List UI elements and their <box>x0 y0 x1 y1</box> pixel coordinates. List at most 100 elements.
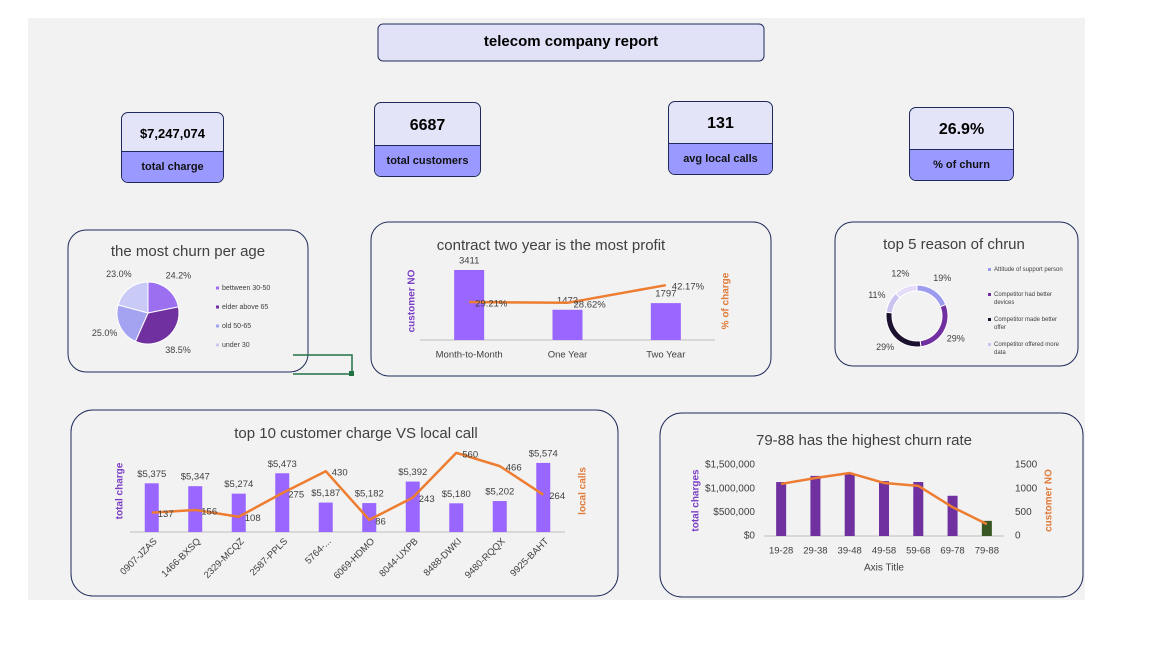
data-label: 264 <box>549 491 565 502</box>
data-label: 19% <box>933 273 951 283</box>
y2-axis-title: % of charge <box>721 272 732 329</box>
kpi-label: total charge <box>122 151 223 182</box>
bar <box>231 493 246 532</box>
data-label: 430 <box>332 468 348 479</box>
legend-swatch <box>216 324 219 328</box>
selection-handle <box>349 371 354 376</box>
y-tick-label: $1,500,000 <box>705 460 755 471</box>
legend-label: Competitor had better devices <box>994 292 1053 306</box>
legend-swatch <box>216 286 219 290</box>
data-label: 1473 <box>557 295 578 306</box>
chart-title: contract two year is the most profit <box>437 237 666 254</box>
legend-swatch <box>988 343 991 346</box>
data-label: 156 <box>201 506 217 517</box>
report-title: telecom company report <box>484 33 658 50</box>
data-label: 3411 <box>459 256 479 267</box>
data-label: 29% <box>876 342 894 352</box>
legend-swatch <box>988 293 991 296</box>
chart-title: 79-88 has the highest churn rate <box>756 432 972 449</box>
data-label: 560 <box>462 449 478 460</box>
bar <box>275 473 290 532</box>
panel <box>659 412 1084 598</box>
bar <box>650 303 681 340</box>
kpi-card: $7,247,074 total charge <box>121 112 224 183</box>
bar <box>947 495 958 536</box>
data-label: 24.2% <box>166 270 192 280</box>
legend-swatch <box>988 318 991 321</box>
bar <box>362 503 377 532</box>
doughnut-segment <box>895 284 918 299</box>
data-label: 29% <box>947 333 965 343</box>
kpi-value: 6687 <box>409 117 446 134</box>
data-label: $5,392 <box>398 467 427 478</box>
data-label: 23.0% <box>106 269 132 279</box>
data-label: 28.62% <box>574 299 607 310</box>
x-axis-title: Axis Title <box>864 563 904 574</box>
kpi-card: 6687 total customers <box>374 102 481 177</box>
legend-label: bettween 30-50 <box>222 285 270 292</box>
kpi-value: $7,247,074 <box>139 126 206 141</box>
x-tick-label: 29-38 <box>803 546 827 557</box>
bar <box>144 483 159 532</box>
legend-swatch <box>216 343 219 347</box>
x-tick-label: 59-68 <box>906 546 930 557</box>
data-label: 137 <box>158 509 174 520</box>
y-tick-label: $500,000 <box>713 507 755 518</box>
y-axis-title: total charge <box>115 462 126 519</box>
pie-slice <box>134 306 180 345</box>
kpi-card: 131 avg local calls <box>668 101 773 175</box>
legend-entry: Attitude of support person <box>988 266 1070 274</box>
legend-label: Competitor made better offer <box>994 317 1058 331</box>
legend-swatch <box>216 305 219 309</box>
data-label: $5,180 <box>442 489 471 500</box>
pie-slice <box>147 281 179 314</box>
x-tick-label: 79-88 <box>975 546 999 557</box>
data-label: 25.0% <box>92 328 118 338</box>
data-label: $5,202 <box>485 487 514 498</box>
legend-label: elder above 65 <box>222 304 268 311</box>
line <box>780 471 988 526</box>
data-label: 243 <box>419 494 435 505</box>
line <box>151 451 544 522</box>
x-tick-label: 49-58 <box>872 546 896 557</box>
bar <box>913 482 924 536</box>
bar <box>536 462 551 532</box>
data-label: $5,375 <box>137 469 166 480</box>
bar <box>492 501 507 532</box>
x-tick-label: One Year <box>548 350 588 361</box>
chart-title: the most churn per age <box>111 243 265 260</box>
line <box>469 283 667 305</box>
data-label: 466 <box>506 463 522 474</box>
kpi-label: % of churn <box>910 149 1013 180</box>
y-axis-title: total charges <box>691 469 702 532</box>
data-label: 29.21% <box>475 299 508 310</box>
data-label: $5,473 <box>268 459 297 470</box>
y-tick-label: $1,000,000 <box>705 483 755 494</box>
data-label: 38.5% <box>165 345 191 355</box>
data-label: 275 <box>288 490 304 501</box>
bar <box>318 502 333 532</box>
data-label: $5,187 <box>311 488 340 499</box>
x-tick-label: 19-28 <box>769 546 793 557</box>
bar <box>810 475 821 536</box>
legend-label: under 30 <box>222 342 250 349</box>
pie-slice <box>117 281 149 314</box>
panel <box>70 409 619 597</box>
cell-selection <box>293 354 353 375</box>
data-label: 42.17% <box>672 282 705 293</box>
y2-axis-title: local calls <box>578 467 589 515</box>
data-label: $5,182 <box>355 489 384 500</box>
x-tick-label: Month-to-Month <box>436 350 503 361</box>
x-tick-label: 39-48 <box>838 546 862 557</box>
chart-title: top 5 reason of chrun <box>883 236 1025 253</box>
bar <box>405 481 420 532</box>
legend-swatch <box>988 268 991 271</box>
data-label: 12% <box>891 269 909 279</box>
legend-label: Attitude of support person <box>994 267 1063 273</box>
bar <box>981 520 992 536</box>
bar <box>454 269 485 340</box>
data-label: 86 <box>375 516 386 527</box>
x-tick-label: 69-78 <box>940 546 964 557</box>
